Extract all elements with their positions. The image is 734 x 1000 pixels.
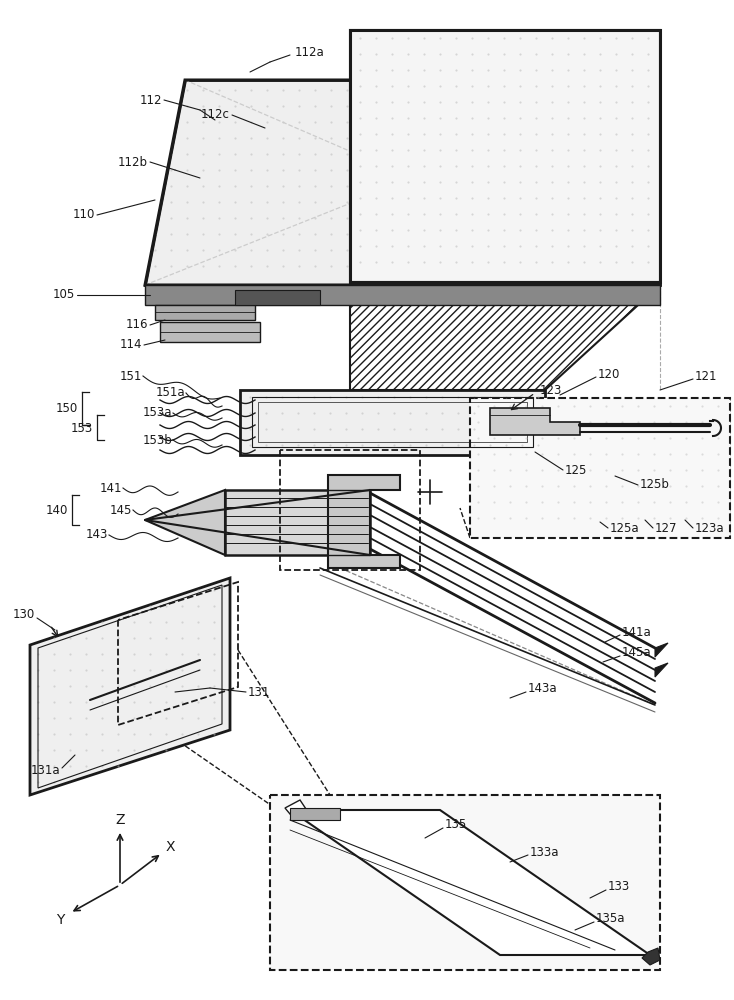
Text: 105: 105 — [53, 288, 75, 302]
Text: 125: 125 — [565, 464, 587, 477]
Text: Z: Z — [115, 813, 125, 827]
Text: 143: 143 — [86, 528, 108, 542]
Polygon shape — [642, 948, 660, 965]
Text: 110: 110 — [73, 209, 95, 222]
Text: X: X — [165, 840, 175, 854]
Text: 133: 133 — [608, 880, 631, 892]
Text: 112c: 112c — [201, 108, 230, 121]
Text: 116: 116 — [126, 318, 148, 332]
Text: 131a: 131a — [30, 764, 60, 776]
Text: 145: 145 — [109, 504, 132, 516]
Polygon shape — [350, 285, 660, 390]
Text: 153a: 153a — [142, 406, 172, 420]
Polygon shape — [350, 30, 660, 282]
Polygon shape — [285, 800, 310, 820]
Polygon shape — [145, 490, 225, 555]
Text: 143a: 143a — [528, 682, 558, 694]
Text: 131: 131 — [248, 686, 270, 698]
Polygon shape — [328, 475, 400, 568]
Text: 121: 121 — [695, 369, 718, 382]
Text: 120: 120 — [598, 367, 620, 380]
Text: 145a: 145a — [622, 647, 652, 660]
Text: 123a: 123a — [695, 522, 724, 534]
Polygon shape — [30, 578, 230, 795]
Text: 141: 141 — [100, 482, 122, 494]
Polygon shape — [490, 408, 580, 435]
Text: 112b: 112b — [118, 155, 148, 168]
Text: 135: 135 — [445, 818, 468, 832]
Polygon shape — [240, 390, 545, 455]
Text: 153b: 153b — [142, 434, 172, 446]
Text: 133a: 133a — [530, 846, 559, 858]
Text: 135a: 135a — [596, 912, 625, 924]
Text: 151: 151 — [120, 369, 142, 382]
Polygon shape — [145, 80, 660, 285]
Text: 125b: 125b — [640, 479, 670, 491]
Polygon shape — [290, 808, 340, 820]
Text: 130: 130 — [12, 608, 35, 621]
Text: 127: 127 — [655, 522, 677, 534]
Polygon shape — [655, 643, 668, 657]
Text: 125a: 125a — [610, 522, 639, 534]
Text: 150: 150 — [56, 401, 78, 414]
Text: Y: Y — [56, 913, 64, 927]
Polygon shape — [235, 290, 320, 305]
Text: 112: 112 — [139, 94, 162, 106]
Text: 114: 114 — [120, 338, 142, 352]
Polygon shape — [270, 795, 660, 970]
Text: 151a: 151a — [156, 386, 185, 399]
Polygon shape — [290, 810, 650, 955]
Polygon shape — [160, 322, 260, 342]
Polygon shape — [225, 490, 370, 555]
Text: 141a: 141a — [622, 626, 652, 639]
Polygon shape — [655, 663, 668, 677]
Text: 140: 140 — [46, 504, 68, 516]
Polygon shape — [155, 305, 255, 320]
Text: 123: 123 — [540, 383, 562, 396]
Polygon shape — [145, 285, 660, 305]
Text: 112a: 112a — [295, 45, 324, 58]
Polygon shape — [470, 398, 730, 538]
Text: 153: 153 — [70, 422, 93, 434]
